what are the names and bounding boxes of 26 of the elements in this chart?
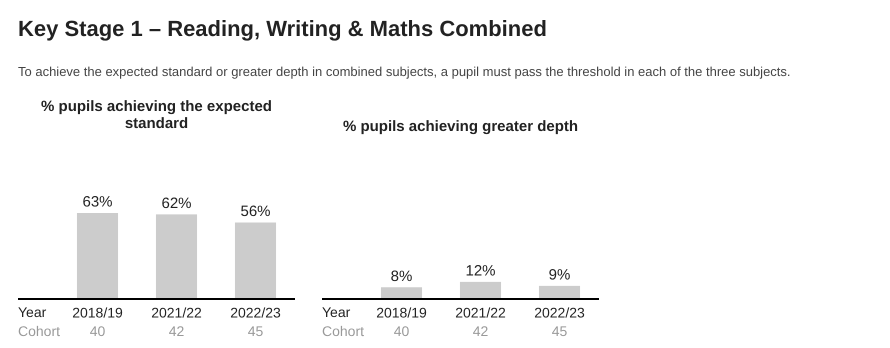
data-label: 8% — [390, 268, 412, 285]
text: Year — [18, 304, 47, 320]
text: 45 — [248, 322, 264, 339]
text: 42 — [472, 322, 488, 339]
x-tick-label: 2021/22 — [151, 304, 202, 320]
text: Cohort — [18, 322, 60, 339]
text: Year — [322, 304, 351, 320]
chart-title: % pupils achieving greater depth — [342, 118, 580, 135]
x-tick-label: 2022/23 — [230, 304, 282, 320]
text: 42 — [168, 322, 184, 339]
data-label: 12% — [465, 262, 496, 280]
text: 45 — [552, 322, 568, 339]
data-label: 9% — [548, 266, 570, 284]
x-tick-label: 2018/19 — [376, 304, 428, 320]
text: To achieve the expected standard or greater depth in combined subjects, a pupil must pass the threshold in each of the three subjects. — [18, 64, 791, 79]
text: 40 — [90, 322, 106, 339]
text: Key Stage 1 – Reading, Writing & Maths Combined — [18, 16, 547, 42]
x-tick-label: 2018/19 — [72, 304, 124, 320]
data-label: 62% — [161, 195, 192, 212]
text: Cohort — [322, 322, 364, 339]
data-label: 56% — [240, 203, 271, 220]
text: 40 — [394, 322, 410, 339]
data-label: 63% — [82, 194, 113, 211]
x-tick-label: 2021/22 — [455, 304, 506, 320]
x-tick-label: 2022/23 — [534, 304, 586, 320]
chart-title: % pupils achieving the expected standard — [40, 98, 273, 132]
